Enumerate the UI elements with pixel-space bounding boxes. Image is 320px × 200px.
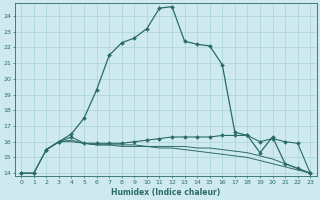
X-axis label: Humidex (Indice chaleur): Humidex (Indice chaleur) bbox=[111, 188, 220, 197]
